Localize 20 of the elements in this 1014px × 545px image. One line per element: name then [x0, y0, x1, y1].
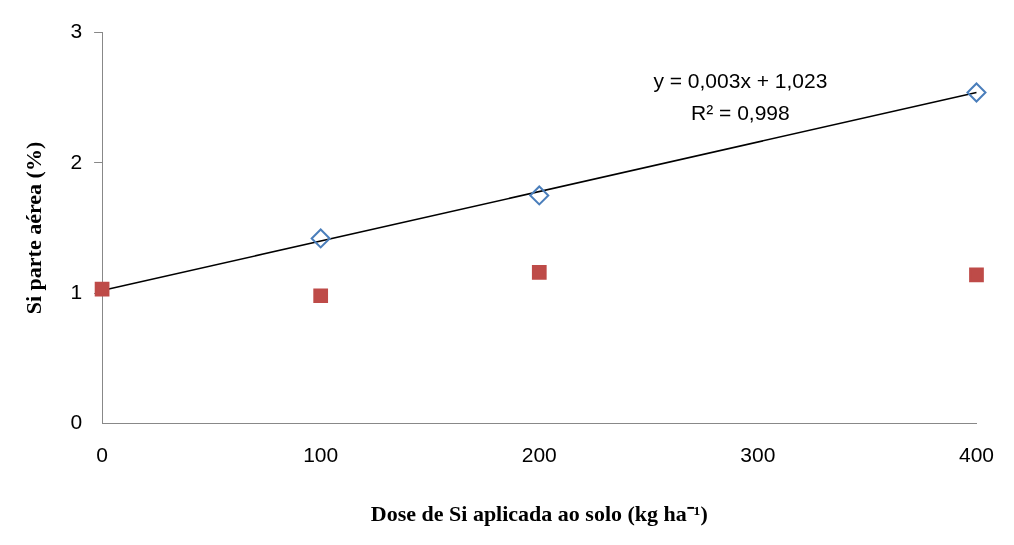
annotation: R² = 0,998 [691, 101, 790, 125]
y-tick-label: 2 [70, 149, 83, 173]
x-axis-title: Dose de Si aplicada ao solo (kg ha⁻¹) [370, 501, 708, 527]
y-tick-label: 1 [70, 279, 83, 303]
point [313, 288, 329, 304]
x-tick-label: 300 [740, 442, 776, 466]
point [969, 267, 984, 283]
point [966, 82, 987, 103]
y-tick-label: 3 [70, 19, 83, 43]
x-tick-label: 0 [96, 442, 108, 466]
point [531, 264, 547, 280]
y-tick-label: 0 [70, 410, 83, 434]
point [310, 228, 331, 249]
point [529, 185, 550, 206]
y-axis-title: Si parte aérea (%) [20, 141, 46, 315]
x-tick-label: 100 [303, 442, 339, 466]
point [94, 281, 110, 297]
x-tick-label: 400 [958, 442, 994, 466]
annotation: y = 0,003x + 1,023 [653, 69, 828, 93]
x-tick-label: 200 [521, 442, 557, 466]
